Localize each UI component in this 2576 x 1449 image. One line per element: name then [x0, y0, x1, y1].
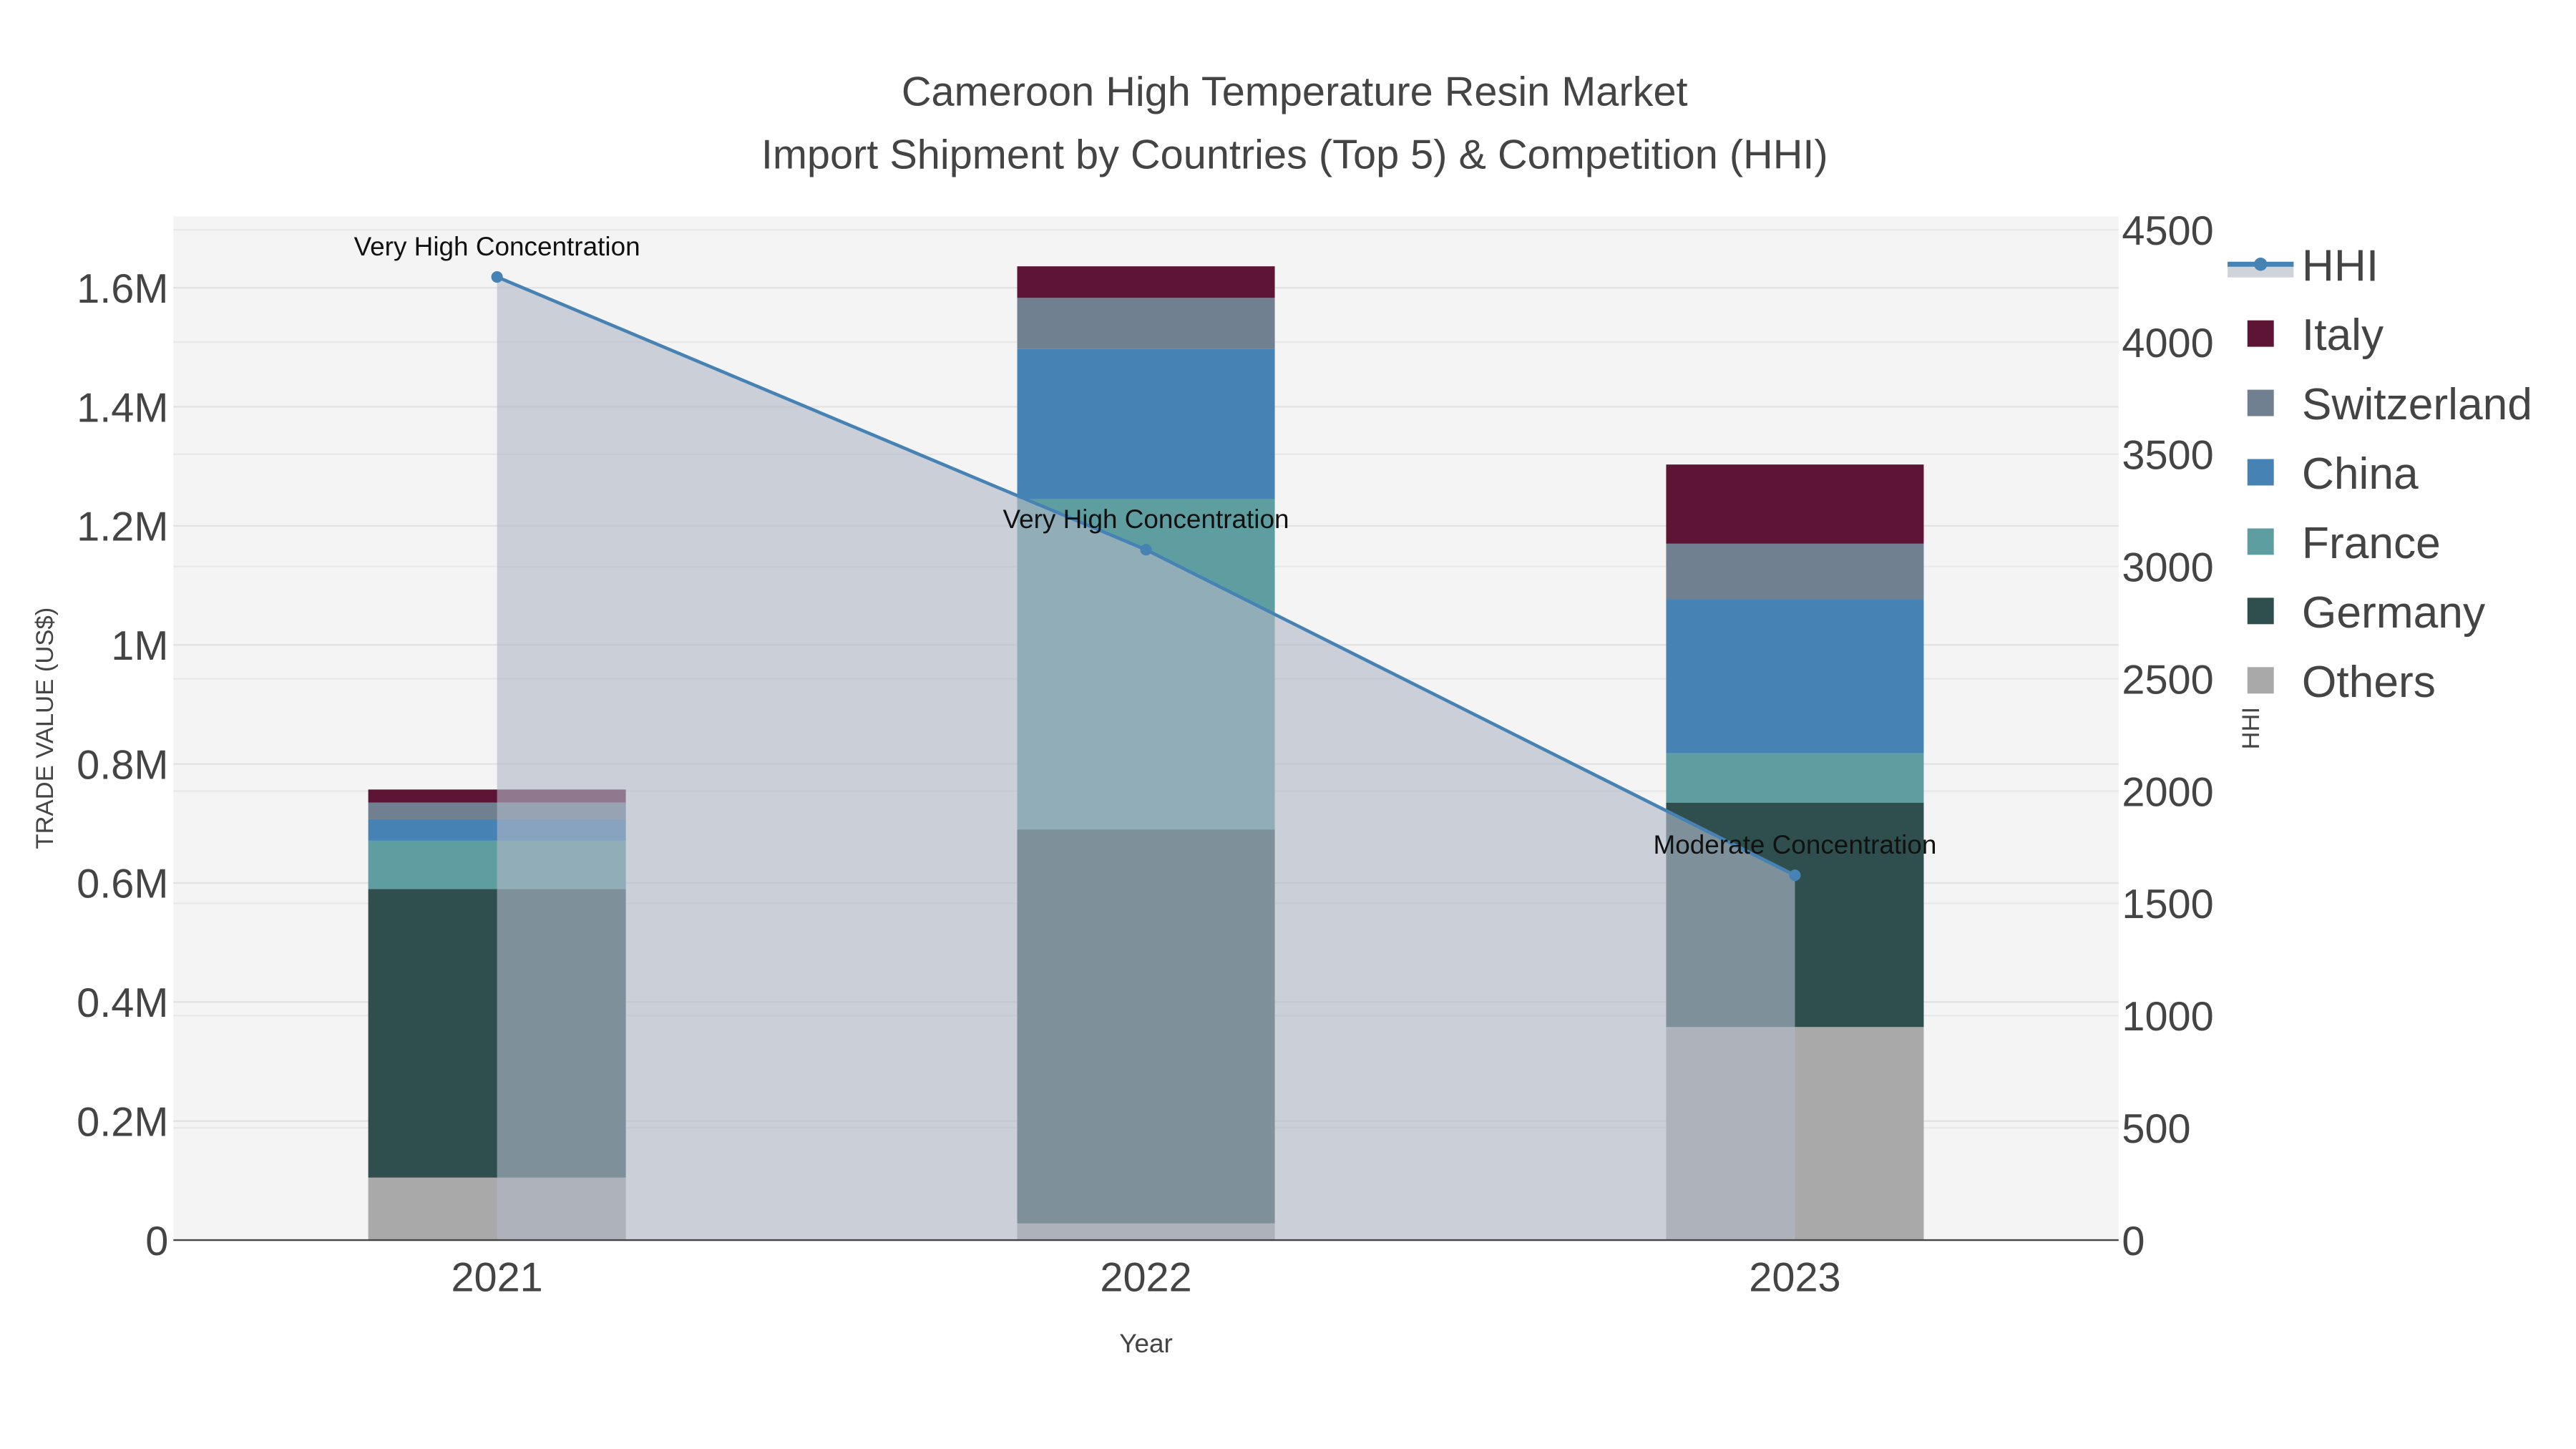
hhi-annotation: Very High Concentration: [354, 232, 640, 261]
hhi-annotation: Moderate Concentration: [1653, 830, 1936, 859]
y-tick-label: 0: [145, 1219, 168, 1264]
y-tick-label: 1.2M: [77, 504, 168, 550]
legend-label-switzerland: Switzerland: [2302, 380, 2532, 429]
legend-swatch-italy: [2247, 320, 2274, 347]
x-tick-label: 2021: [451, 1255, 542, 1301]
hhi-point: [1789, 869, 1801, 882]
bar-switzerland-2022: [1017, 298, 1275, 349]
y-tick-label: 1.4M: [77, 385, 168, 431]
y-tick-label: 0.8M: [77, 742, 168, 788]
legend-swatch-switzerland: [2247, 389, 2274, 416]
legend-label-france: France: [2302, 519, 2441, 568]
y-tick-label: 0.4M: [77, 980, 168, 1026]
y2-tick-label: 4000: [2122, 321, 2213, 366]
legend-swatch-others: [2247, 667, 2274, 694]
legend-swatch-germany: [2247, 597, 2274, 625]
y-tick-label: 1.6M: [77, 266, 168, 312]
y2-tick-label: 0: [2122, 1219, 2145, 1264]
legend-label-china: China: [2302, 449, 2419, 499]
y2-tick-label: 1500: [2122, 882, 2213, 927]
legend-label-others: Others: [2302, 658, 2436, 707]
legend-label-italy: Italy: [2302, 311, 2384, 360]
y-tick-label: 0.6M: [77, 862, 168, 907]
x-tick-label: 2022: [1100, 1255, 1191, 1301]
hhi-point: [491, 270, 503, 283]
y2-tick-label: 3500: [2122, 433, 2213, 479]
bar-china-2023: [1666, 600, 1924, 753]
bar-france-2023: [1666, 753, 1924, 803]
y2-tick-label: 1000: [2122, 994, 2213, 1040]
y2-tick-label: 2500: [2122, 657, 2213, 703]
legend-swatch-china: [2247, 459, 2274, 486]
legend-label-hhi: HHI: [2302, 241, 2379, 291]
y-tick-label: 1M: [111, 623, 168, 669]
legend-swatch-france: [2247, 528, 2274, 555]
hhi-annotation: Very High Concentration: [1003, 504, 1289, 534]
y2-tick-label: 500: [2122, 1106, 2190, 1152]
y2-axis-title: HHI: [2238, 707, 2265, 750]
y2-tick-label: 4500: [2122, 208, 2213, 254]
y2-tick-label: 3000: [2122, 545, 2213, 591]
chart-title: Cameroon High Temperature Resin Market: [902, 69, 1688, 115]
x-tick-label: 2023: [1749, 1255, 1840, 1301]
x-axis-title: Year: [1119, 1329, 1173, 1358]
y2-tick-label: 2000: [2122, 769, 2213, 815]
hhi-point: [1140, 544, 1152, 556]
chart-subtitle: Import Shipment by Countries (Top 5) & C…: [761, 132, 1828, 177]
legend-hhi-marker: [2254, 258, 2268, 271]
hhi-area: [497, 277, 1795, 1241]
bar-china-2022: [1017, 348, 1275, 499]
bar-italy-2023: [1666, 464, 1924, 544]
bar-italy-2022: [1017, 266, 1275, 298]
y-axis-title: TRADE VALUE (US$): [31, 608, 59, 849]
y-tick-label: 0.2M: [77, 1099, 168, 1145]
legend-label-germany: Germany: [2302, 588, 2486, 638]
bar-switzerland-2023: [1666, 543, 1924, 600]
